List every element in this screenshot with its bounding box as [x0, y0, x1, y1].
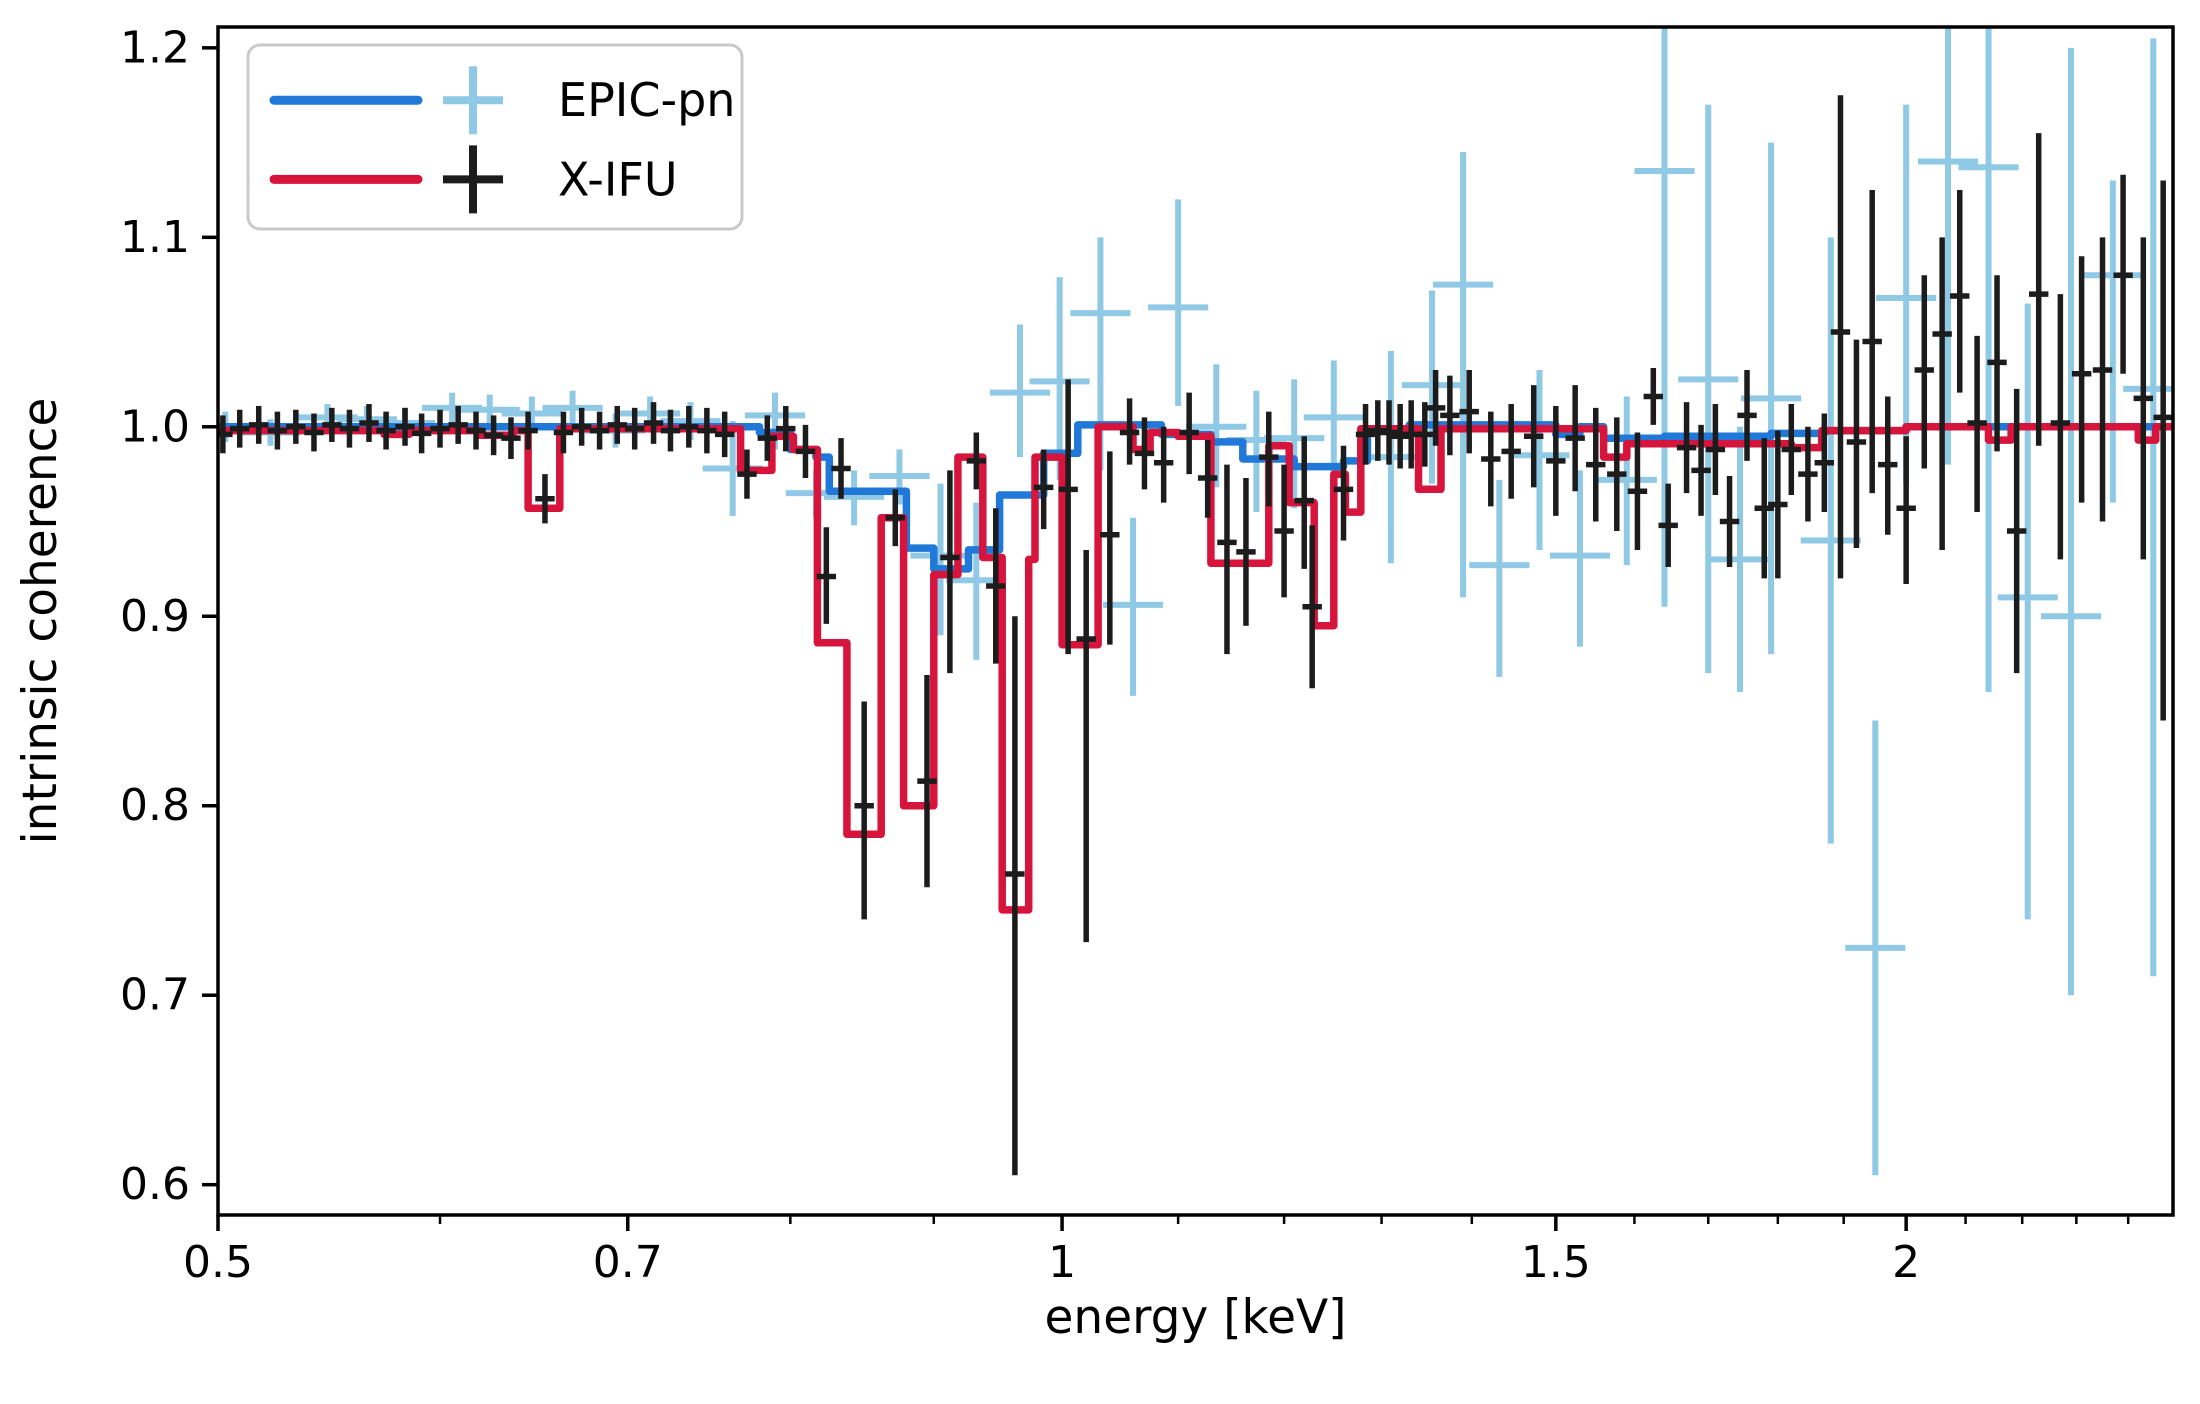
legend-cross-marker: [443, 145, 503, 214]
y-tick-label: 1.2: [120, 22, 190, 73]
y-tick-label: 0.9: [120, 591, 190, 642]
legend-cross-marker: [443, 66, 503, 135]
x-tick-label: 0.7: [593, 1237, 663, 1288]
plot-frame: [216, 25, 2175, 1217]
plot-area: [218, 27, 2173, 1176]
y-tick-label: 0.7: [120, 970, 190, 1021]
x-axis-title: energy [keV]: [1045, 1290, 1347, 1345]
x-tick-label: 1: [1048, 1237, 1076, 1288]
y-axis-title: intrinsic coherence: [13, 398, 68, 845]
x-tick-label: 2: [1892, 1237, 1920, 1288]
x-axis: 0.5 0.7 1 1.5 2: [183, 1215, 2130, 1288]
y-tick-label: 0.8: [120, 780, 190, 831]
legend-label: X-IFU: [558, 152, 678, 206]
legend: EPIC-pn X-IFU: [246, 43, 744, 231]
y-tick-label: 0.6: [120, 1159, 190, 1210]
y-axis: 0.6 0.7 0.8 0.9 1.0 1.1 1.2: [120, 22, 218, 1210]
x-tick-label: 0.5: [183, 1237, 253, 1288]
legend-label: EPIC-pn: [558, 73, 735, 127]
x-tick-label: 1.5: [1521, 1237, 1591, 1288]
y-tick-label: 1.0: [120, 401, 190, 452]
y-tick-label: 1.1: [120, 212, 190, 263]
xifu-data-series: [218, 95, 2173, 1176]
